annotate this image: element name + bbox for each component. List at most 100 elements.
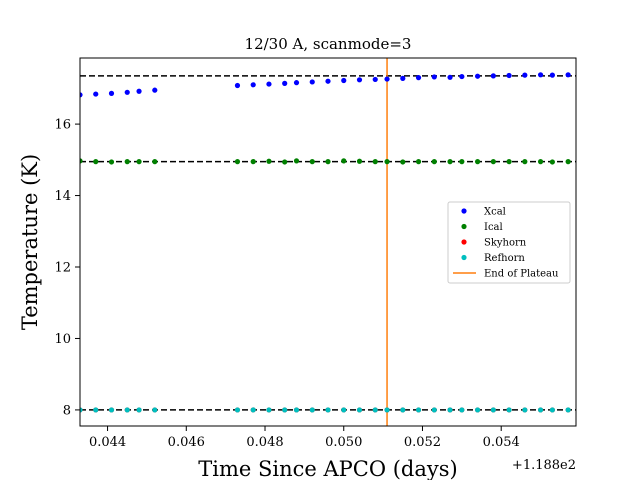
- point-xcal-17: [400, 75, 406, 81]
- point-xcal-8: [266, 81, 272, 87]
- chart-title: 12/30 A, scanmode=3: [245, 35, 412, 53]
- series-refhorn: [80, 407, 571, 413]
- series-ical: [80, 158, 571, 165]
- point-refhorn-12: [325, 407, 331, 413]
- point-xcal-27: [549, 72, 555, 78]
- x-tick-label-0: 0.044: [89, 435, 126, 450]
- point-ical-19: [431, 159, 437, 165]
- point-xcal-9: [282, 80, 288, 86]
- legend-marker-skyhorn: [461, 239, 467, 245]
- point-xcal-4: [136, 88, 142, 94]
- point-ical-18: [415, 159, 422, 165]
- point-ical-24: [506, 159, 512, 165]
- point-xcal-10: [293, 80, 300, 86]
- point-refhorn-22: [474, 407, 481, 413]
- point-ical-15: [372, 159, 378, 165]
- point-xcal-28: [565, 72, 571, 78]
- point-xcal-21: [459, 73, 465, 80]
- point-refhorn-23: [490, 407, 496, 413]
- point-refhorn-0: [80, 407, 83, 413]
- point-xcal-5: [152, 87, 158, 93]
- point-refhorn-25: [522, 407, 528, 413]
- x-axis-label: Time Since APCO (days): [198, 457, 457, 480]
- point-refhorn-4: [136, 407, 142, 413]
- legend-marker-xcal: [461, 208, 467, 214]
- legend-label-skyhorn: Skyhorn: [484, 238, 527, 249]
- legend-marker-refhorn: [461, 254, 467, 261]
- point-ical-0: [80, 158, 83, 164]
- y-axis-label: Temperature (K): [18, 154, 42, 330]
- point-refhorn-27: [549, 407, 555, 413]
- point-xcal-0: [80, 92, 83, 98]
- point-ical-1: [93, 159, 99, 165]
- data-marks: [80, 58, 576, 426]
- point-xcal-1: [93, 91, 99, 97]
- x-tick-label-2: 0.048: [246, 435, 283, 450]
- y-tick-label-4: 16: [54, 118, 71, 133]
- point-ical-20: [447, 159, 453, 165]
- y-tick-label-3: 14: [54, 189, 71, 204]
- point-ical-16: [384, 159, 390, 165]
- point-refhorn-7: [250, 407, 256, 413]
- point-refhorn-11: [309, 407, 315, 413]
- legend-box: [447, 201, 571, 284]
- point-ical-28: [565, 159, 571, 165]
- point-xcal-25: [522, 72, 528, 78]
- point-ical-3: [124, 159, 130, 165]
- point-ical-11: [309, 159, 315, 165]
- point-refhorn-9: [282, 407, 288, 413]
- series-xcal: [80, 72, 571, 98]
- point-refhorn-13: [341, 407, 347, 413]
- point-xcal-14: [356, 77, 363, 83]
- y-tick-label-0: 8: [63, 403, 71, 418]
- point-ical-22: [474, 159, 481, 165]
- point-refhorn-19: [431, 407, 437, 413]
- x-tick-label-4: 0.052: [404, 435, 441, 450]
- point-xcal-13: [341, 77, 347, 84]
- legend-label-end-of-plateau: End of Plateau: [484, 269, 559, 280]
- point-refhorn-17: [400, 407, 406, 413]
- point-xcal-15: [372, 76, 378, 83]
- legend-label-xcal: Xcal: [484, 207, 506, 218]
- point-ical-23: [490, 159, 496, 165]
- point-ical-26: [537, 159, 544, 165]
- point-ical-27: [549, 159, 555, 165]
- point-refhorn-24: [506, 407, 512, 413]
- point-ical-13: [341, 158, 347, 164]
- point-ical-5: [152, 159, 158, 165]
- point-ical-10: [293, 158, 300, 164]
- point-ical-8: [266, 158, 272, 164]
- point-ical-4: [136, 159, 142, 165]
- point-xcal-6: [234, 82, 241, 89]
- point-refhorn-1: [93, 407, 99, 413]
- point-xcal-7: [250, 82, 256, 88]
- y-tick-label-1: 10: [54, 332, 71, 347]
- point-ical-9: [282, 159, 288, 165]
- legend-label-refhorn: Refhorn: [484, 253, 525, 264]
- point-refhorn-8: [266, 407, 272, 413]
- x-tick-label-3: 0.050: [325, 435, 362, 450]
- point-xcal-19: [431, 74, 437, 80]
- point-ical-14: [356, 158, 363, 164]
- point-ical-25: [522, 159, 528, 165]
- point-refhorn-18: [415, 407, 422, 413]
- point-ical-21: [459, 159, 465, 165]
- legend: Xcal Ical Skyhorn Refhorn End of Plateau: [447, 201, 571, 284]
- point-xcal-16: [384, 76, 390, 82]
- point-xcal-12: [325, 78, 331, 84]
- point-refhorn-28: [565, 407, 571, 413]
- y-tick-label-2: 12: [54, 261, 71, 276]
- x-tick-label-5: 0.054: [483, 435, 520, 450]
- point-refhorn-2: [108, 407, 115, 413]
- x-tick-label-1: 0.046: [168, 435, 205, 450]
- point-xcal-23: [490, 73, 496, 79]
- point-xcal-11: [309, 79, 315, 85]
- point-xcal-18: [415, 75, 422, 81]
- point-xcal-26: [537, 72, 544, 78]
- point-ical-17: [400, 159, 406, 165]
- point-refhorn-3: [124, 407, 130, 413]
- point-ical-12: [325, 159, 331, 165]
- point-refhorn-14: [356, 407, 363, 413]
- x-axis-offset-label: +1.188e2: [512, 458, 576, 473]
